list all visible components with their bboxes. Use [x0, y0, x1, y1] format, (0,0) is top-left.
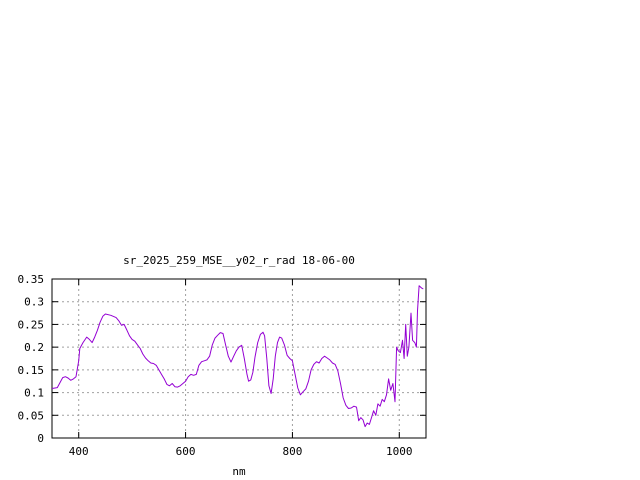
plot-frame	[51, 278, 427, 439]
x-tick-label: 600	[176, 445, 196, 458]
x-tick-label: 800	[282, 445, 302, 458]
x-axis-label: nm	[232, 465, 246, 478]
y-tick-label: 0.3	[24, 296, 44, 309]
x-tick-label: 1000	[386, 445, 413, 458]
y-tick-label: 0.2	[24, 341, 44, 354]
y-tick-label: 0.05	[18, 409, 45, 422]
tick-labels: 400 600 800 1000 0 0.05 0.1 0.15 0.2 0.25 0.3 0.35	[18, 273, 413, 458]
y-tick-label: 0.35	[18, 273, 45, 286]
chart-title: sr_2025_259_MSE__y02_r_rad 18-06-00	[123, 254, 355, 267]
series-line	[51, 285, 424, 428]
y-tick-label: 0.15	[18, 364, 45, 377]
x-tick-label: 400	[69, 445, 89, 458]
series-group	[51, 285, 424, 428]
y-tick-label: 0.1	[24, 387, 44, 400]
y-tick-label: 0.25	[18, 318, 45, 331]
axes	[51, 278, 427, 439]
grid-lines	[52, 279, 426, 438]
y-tick-label: 0	[37, 432, 44, 445]
